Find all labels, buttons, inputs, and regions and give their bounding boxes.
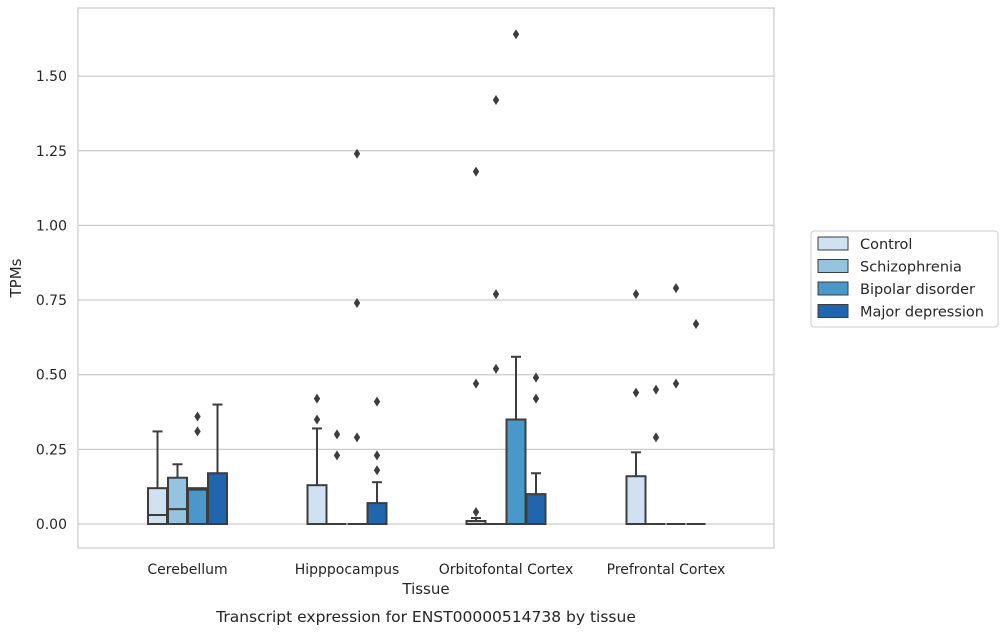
box-3-1 [366, 481, 388, 525]
outlier-point [313, 414, 321, 425]
outlier-point [353, 148, 361, 159]
legend-swatch [817, 304, 849, 318]
outlier-point [492, 289, 500, 300]
outlier-point [194, 411, 201, 422]
box-0-3 [625, 451, 647, 525]
legend-label: Major depression [860, 305, 984, 321]
outlier-point [692, 318, 700, 329]
outlier-point [492, 94, 500, 105]
box-2-0 [187, 487, 208, 525]
legend-swatch [817, 236, 849, 251]
x-axis-title: Tissue [401, 580, 449, 598]
y-tick-label: 1.00 [36, 218, 67, 234]
box-2-2 [505, 355, 527, 525]
box-0-1 [306, 427, 328, 526]
outlier-point [652, 432, 660, 443]
outlier-point [353, 298, 361, 309]
outlier-point [373, 396, 381, 407]
legend-label: Schizophrenia [860, 260, 962, 276]
legend-label: Control [860, 237, 912, 253]
y-axis-title: TPMs [7, 258, 25, 298]
box-3-0 [207, 403, 228, 526]
box-body [187, 487, 208, 525]
x-tick-label: Orbitofontal Cortex [439, 562, 574, 578]
chart-caption: Transcript expression for ENST0000051473… [215, 608, 636, 626]
outlier-point [652, 384, 660, 395]
outlier-point [492, 363, 500, 374]
outlier-point [632, 387, 640, 398]
outliers-layer [194, 29, 700, 518]
outlier-point [313, 393, 321, 404]
x-tick-label: Cerebellum [147, 562, 227, 578]
outlier-point [672, 378, 680, 389]
outlier-point [373, 450, 381, 461]
box-body [147, 487, 168, 525]
legend-label: Bipolar disorder [860, 282, 975, 298]
outlier-point [532, 393, 540, 404]
y-tick-label: 0.50 [36, 368, 67, 384]
grid-layer [78, 75, 774, 525]
box-body [207, 472, 228, 526]
outlier-point [632, 289, 640, 300]
outlier-point [194, 426, 201, 437]
y-tick-labels: 0.00 0.25 0.50 0.75 1.00 1.25 1.50 [36, 69, 67, 533]
outlier-point [333, 429, 341, 440]
y-tick-label: 1.25 [36, 144, 67, 160]
box-body [505, 418, 527, 525]
legend-swatch [817, 281, 849, 296]
box-body [366, 502, 388, 525]
box-0-0 [147, 430, 168, 525]
boxes-layer [147, 355, 706, 526]
outlier-point [333, 450, 341, 461]
outlier-point [373, 465, 381, 476]
box-0-2 [465, 517, 487, 525]
outlier-point [472, 378, 480, 389]
legend-frame [810, 230, 999, 328]
outlier-point [472, 166, 480, 177]
y-tick-label: 0.75 [36, 293, 67, 309]
outlier-point [472, 507, 480, 518]
y-tick-label: 1.50 [36, 69, 67, 85]
outlier-point [532, 372, 540, 383]
y-tick-label: 0.00 [36, 517, 67, 533]
x-tick-label: Prefrontal Cortex [607, 562, 726, 578]
legend-swatch [817, 259, 849, 273]
plot-frame [77, 7, 775, 549]
outlier-point [353, 432, 361, 443]
box-3-2 [525, 472, 547, 526]
x-tick-label: Hipppocampus [295, 562, 400, 578]
x-tick-labels: Cerebellum Hipppocampus Orbitofontal Corte… [147, 562, 725, 578]
box-1-0 [167, 463, 188, 526]
box-body [525, 493, 547, 526]
y-tick-label: 0.25 [36, 442, 67, 458]
outlier-point [672, 283, 680, 294]
box-body [625, 475, 647, 525]
legend: Control Schizophrenia Bipolar disorder Majo… [810, 230, 999, 328]
outlier-point [512, 29, 520, 40]
box-body [306, 484, 328, 526]
box-body [167, 476, 188, 526]
